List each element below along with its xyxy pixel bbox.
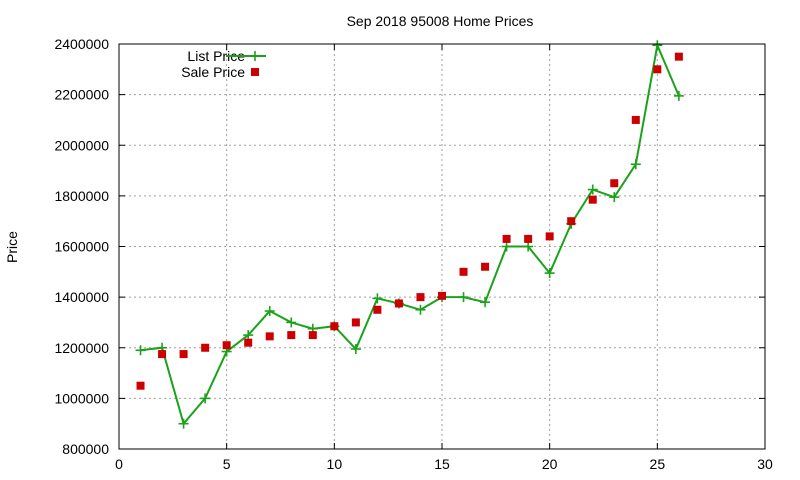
y-tick-label: 1400000 [54, 289, 109, 305]
plot-frame [118, 43, 766, 450]
sale-price-point [308, 331, 317, 340]
list-price-point [372, 293, 383, 304]
legend-label-sale-price: Sale Price [181, 64, 245, 80]
y-tick-label: 800000 [62, 441, 109, 457]
y-tick-label: 2400000 [54, 36, 109, 52]
legend-label-list-price: List Price [187, 48, 245, 64]
list-price-point [480, 297, 491, 308]
list-price-point [286, 317, 297, 328]
list-price-point [523, 241, 534, 252]
list-price-point [587, 184, 598, 195]
list-price-point [673, 90, 684, 101]
sale-price-point [158, 350, 167, 359]
list-price-point [350, 344, 361, 355]
sale-price-point [373, 305, 382, 314]
sale-price-point [674, 52, 683, 61]
x-tick-label: 0 [115, 456, 123, 472]
list-price-point [458, 292, 469, 303]
list-price-point [178, 418, 189, 429]
y-tick-label: 1800000 [54, 188, 109, 204]
sale-price-point [610, 179, 619, 188]
sale-price-point [524, 234, 533, 243]
sale-price-point [394, 299, 403, 308]
x-tick-label: 30 [757, 456, 773, 472]
list-price-line [140, 41, 680, 426]
sale-price-point [416, 293, 425, 302]
list-price-point [200, 393, 211, 404]
chart-title: Sep 2018 95008 Home Prices [347, 13, 534, 29]
legend-sample-marker-sale-price [251, 68, 259, 76]
legend-sample-marker-list-price [250, 51, 260, 61]
sale-price-point [136, 381, 145, 390]
list-price-point [243, 330, 254, 341]
sale-price-point [631, 115, 640, 124]
list-price-point [135, 345, 146, 356]
list-price-point [652, 40, 663, 51]
list-price-point [501, 241, 512, 252]
sale-price-point [545, 232, 554, 241]
sale-price-point [502, 234, 511, 243]
sale-price-point [588, 195, 597, 204]
y-tick-label: 2200000 [54, 87, 109, 103]
sale-price-point [438, 291, 446, 300]
list-price-point [415, 304, 426, 315]
x-tick-label: 10 [327, 456, 343, 472]
sale-price-point [222, 341, 231, 350]
list-price-point [544, 268, 555, 279]
sale-price-point [244, 338, 253, 347]
sale-price-point [287, 331, 296, 340]
x-tick-label: 20 [542, 456, 558, 472]
y-tick-label: 1000000 [54, 390, 109, 406]
y-tick-label: 1200000 [54, 340, 109, 356]
grid-layer [119, 44, 765, 449]
y-tick-label: 2000000 [54, 137, 109, 153]
sale-price-point [481, 262, 490, 271]
sale-price-point [459, 267, 468, 276]
sale-price-point [351, 318, 360, 327]
y-tick-label: 1600000 [54, 239, 109, 255]
sale-price-point [653, 65, 662, 74]
sale-price-point [567, 217, 576, 226]
axis-layer: 0 5 10 15 20 25 30 800000 1000000 1200000 1400000 1… [54, 36, 773, 472]
list-price-point [609, 192, 620, 203]
list-price-point [264, 306, 275, 317]
sale-price-point [179, 350, 188, 359]
sale-price-point [330, 322, 339, 331]
series-layer [135, 40, 684, 429]
x-tick-label: 15 [434, 456, 450, 472]
sale-price-point [201, 343, 210, 352]
list-price-point [630, 159, 641, 170]
x-tick-label: 25 [650, 456, 666, 472]
y-axis-label: Price [4, 231, 20, 263]
x-tick-label: 5 [223, 456, 231, 472]
sale-price-point [265, 332, 274, 341]
